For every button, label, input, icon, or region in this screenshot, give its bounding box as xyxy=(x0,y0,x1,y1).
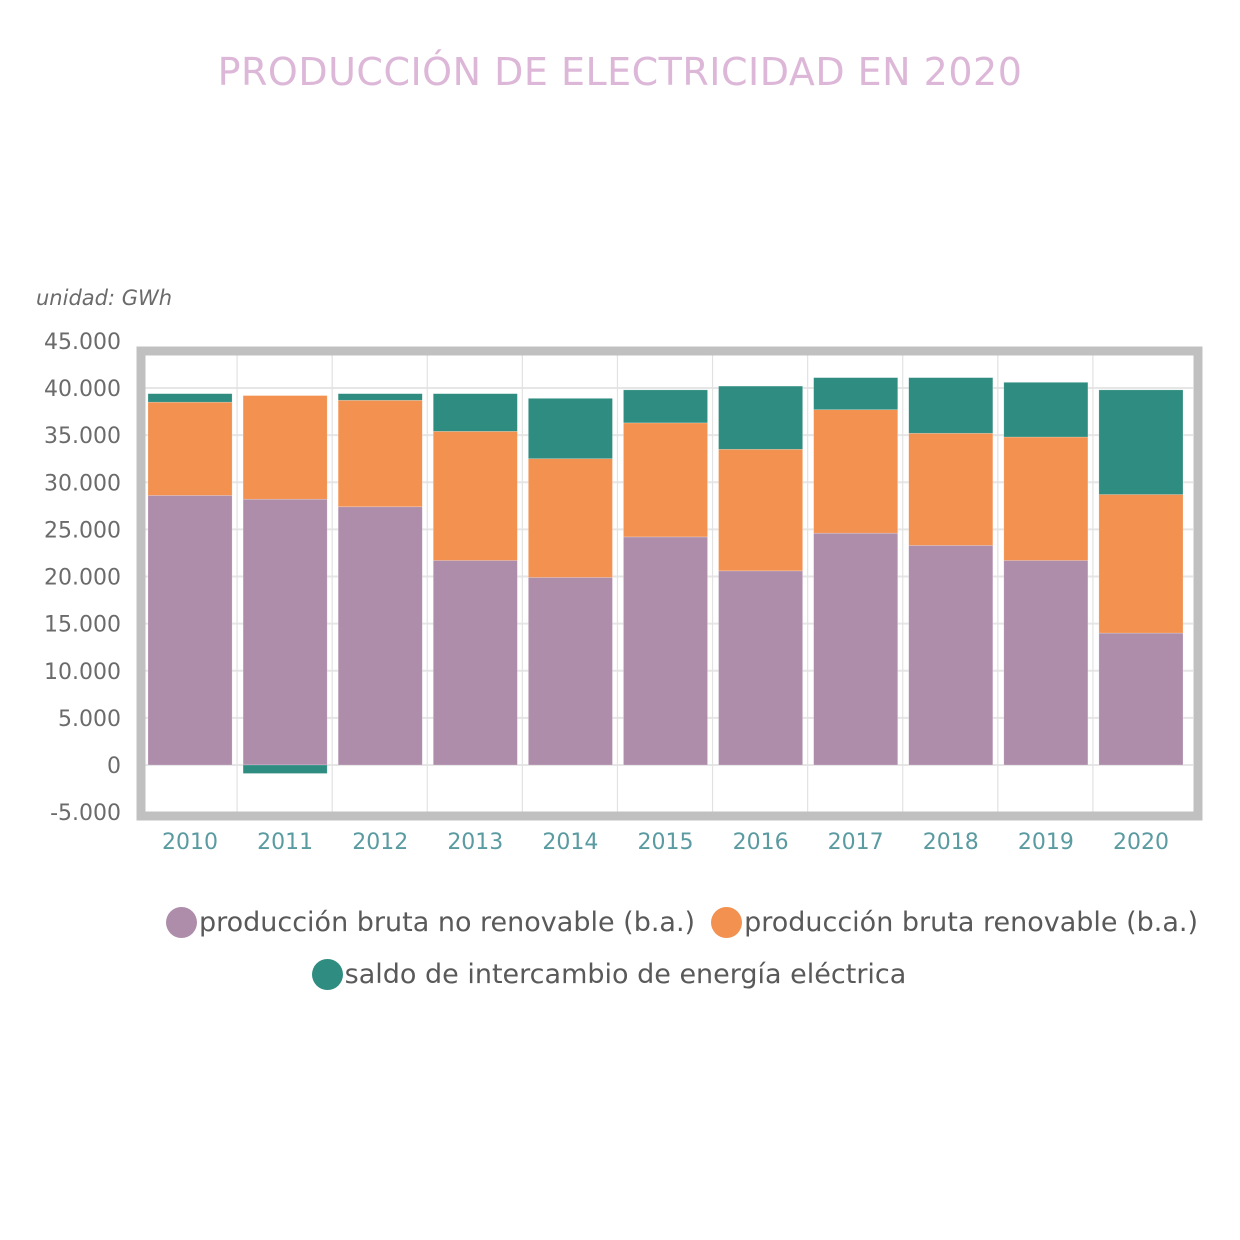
bar-2018-series-1 xyxy=(908,432,994,546)
bar-2017-series-1 xyxy=(813,409,899,534)
legend-dot-teal-icon xyxy=(311,958,343,990)
bar-2011-series-1 xyxy=(242,395,328,500)
bar-2015-series-0 xyxy=(623,536,708,766)
legend-row-1: producción bruta no renovable (b.a.) pro… xyxy=(0,896,1240,948)
bar-2015-series-2 xyxy=(623,389,708,424)
chart-svg: 45.000 40.000 35.000 30.000 25.000 20.000 15.0… xyxy=(44,330,1203,855)
legend: producción bruta no renovable (b.a.) pro… xyxy=(0,896,1240,1000)
bar-2020-series-0 xyxy=(1098,632,1184,766)
y-tick-label: 0 xyxy=(107,754,121,779)
x-tick-label: 2017 xyxy=(828,830,884,855)
bar-2016-series-1 xyxy=(718,448,803,572)
bar-2010-series-0 xyxy=(147,495,233,766)
legend-item-saldo: saldo de intercambio de energía eléctric… xyxy=(311,958,907,990)
y-tick-label: 15.000 xyxy=(44,613,121,638)
legend-dot-purple-icon xyxy=(165,906,197,938)
legend-label: saldo de intercambio de energía eléctric… xyxy=(344,958,907,990)
bar-2019-series-1 xyxy=(1003,436,1089,561)
legend-row-2: saldo de intercambio de energía eléctric… xyxy=(0,948,1240,1000)
bar-2020-series-1 xyxy=(1098,494,1184,634)
legend-dot-orange-icon xyxy=(711,906,743,938)
y-tick-label: 10.000 xyxy=(44,660,121,685)
bar-2014-series-1 xyxy=(528,458,613,578)
bar-2019-series-0 xyxy=(1003,560,1089,766)
bar-2018-series-0 xyxy=(908,545,994,766)
y-tick-label: 25.000 xyxy=(44,518,121,543)
bar-2017-series-0 xyxy=(813,532,899,766)
x-tick-label: 2011 xyxy=(257,830,313,855)
bar-2016-series-0 xyxy=(718,570,803,766)
bar-2016-series-2 xyxy=(718,385,803,450)
bar-2017-series-2 xyxy=(813,377,899,410)
legend-label: producción bruta renovable (b.a.) xyxy=(744,906,1198,938)
legend-label: producción bruta no renovable (b.a.) xyxy=(198,906,696,938)
plot-frame xyxy=(136,346,1203,821)
bar-2015-series-1 xyxy=(623,422,708,538)
x-tick-label: 2018 xyxy=(923,830,979,855)
bar-2013-series-0 xyxy=(432,560,518,766)
bar-2011-series-0 xyxy=(242,498,328,766)
bar-2020-series-2 xyxy=(1098,389,1184,495)
bar-2010-series-2 xyxy=(147,393,233,403)
y-tick-label: 5.000 xyxy=(58,707,121,732)
y-tick-label: 40.000 xyxy=(44,377,121,402)
bar-2014-series-2 xyxy=(528,398,613,459)
y-axis-ticks: 45.000 40.000 35.000 30.000 25.000 20.000 15.0… xyxy=(44,330,121,826)
legend-item-no-renovable: producción bruta no renovable (b.a.) xyxy=(165,906,696,938)
x-tick-label: 2020 xyxy=(1113,830,1169,855)
bar-2012-series-1 xyxy=(337,399,423,508)
y-tick-label: 45.000 xyxy=(44,330,121,355)
x-tick-label: 2010 xyxy=(162,830,218,855)
bar-2013-series-2 xyxy=(432,393,518,432)
x-tick-label: 2013 xyxy=(447,830,503,855)
bar-2011-series-2 xyxy=(242,764,328,774)
bar-2018-series-2 xyxy=(908,377,994,434)
bars xyxy=(147,377,1184,774)
bar-2013-series-1 xyxy=(432,431,518,561)
x-tick-label: 2015 xyxy=(638,830,694,855)
y-tick-label: 35.000 xyxy=(44,424,121,449)
unit-label: unidad: GWh xyxy=(36,286,173,310)
bar-2019-series-2 xyxy=(1003,382,1089,438)
x-tick-label: 2019 xyxy=(1018,830,1074,855)
y-tick-label: 20.000 xyxy=(44,566,121,591)
legend-item-renovable: producción bruta renovable (b.a.) xyxy=(711,906,1198,938)
x-tick-label: 2016 xyxy=(733,830,789,855)
x-tick-label: 2012 xyxy=(352,830,408,855)
bar-2014-series-0 xyxy=(528,577,613,766)
x-axis-ticks: 2010 2011 2012 2013 2014 2015 2016 2017 2018 2019… xyxy=(162,830,1169,855)
chart-title: PRODUCCIÓN DE ELECTRICIDAD EN 2020 xyxy=(217,50,1023,94)
y-tick-label: -5.000 xyxy=(50,801,121,826)
x-tick-label: 2014 xyxy=(542,830,598,855)
y-tick-label: 30.000 xyxy=(44,471,121,496)
bar-2010-series-1 xyxy=(147,401,233,496)
bar-2012-series-0 xyxy=(337,506,423,766)
bar-2012-series-2 xyxy=(337,393,423,401)
